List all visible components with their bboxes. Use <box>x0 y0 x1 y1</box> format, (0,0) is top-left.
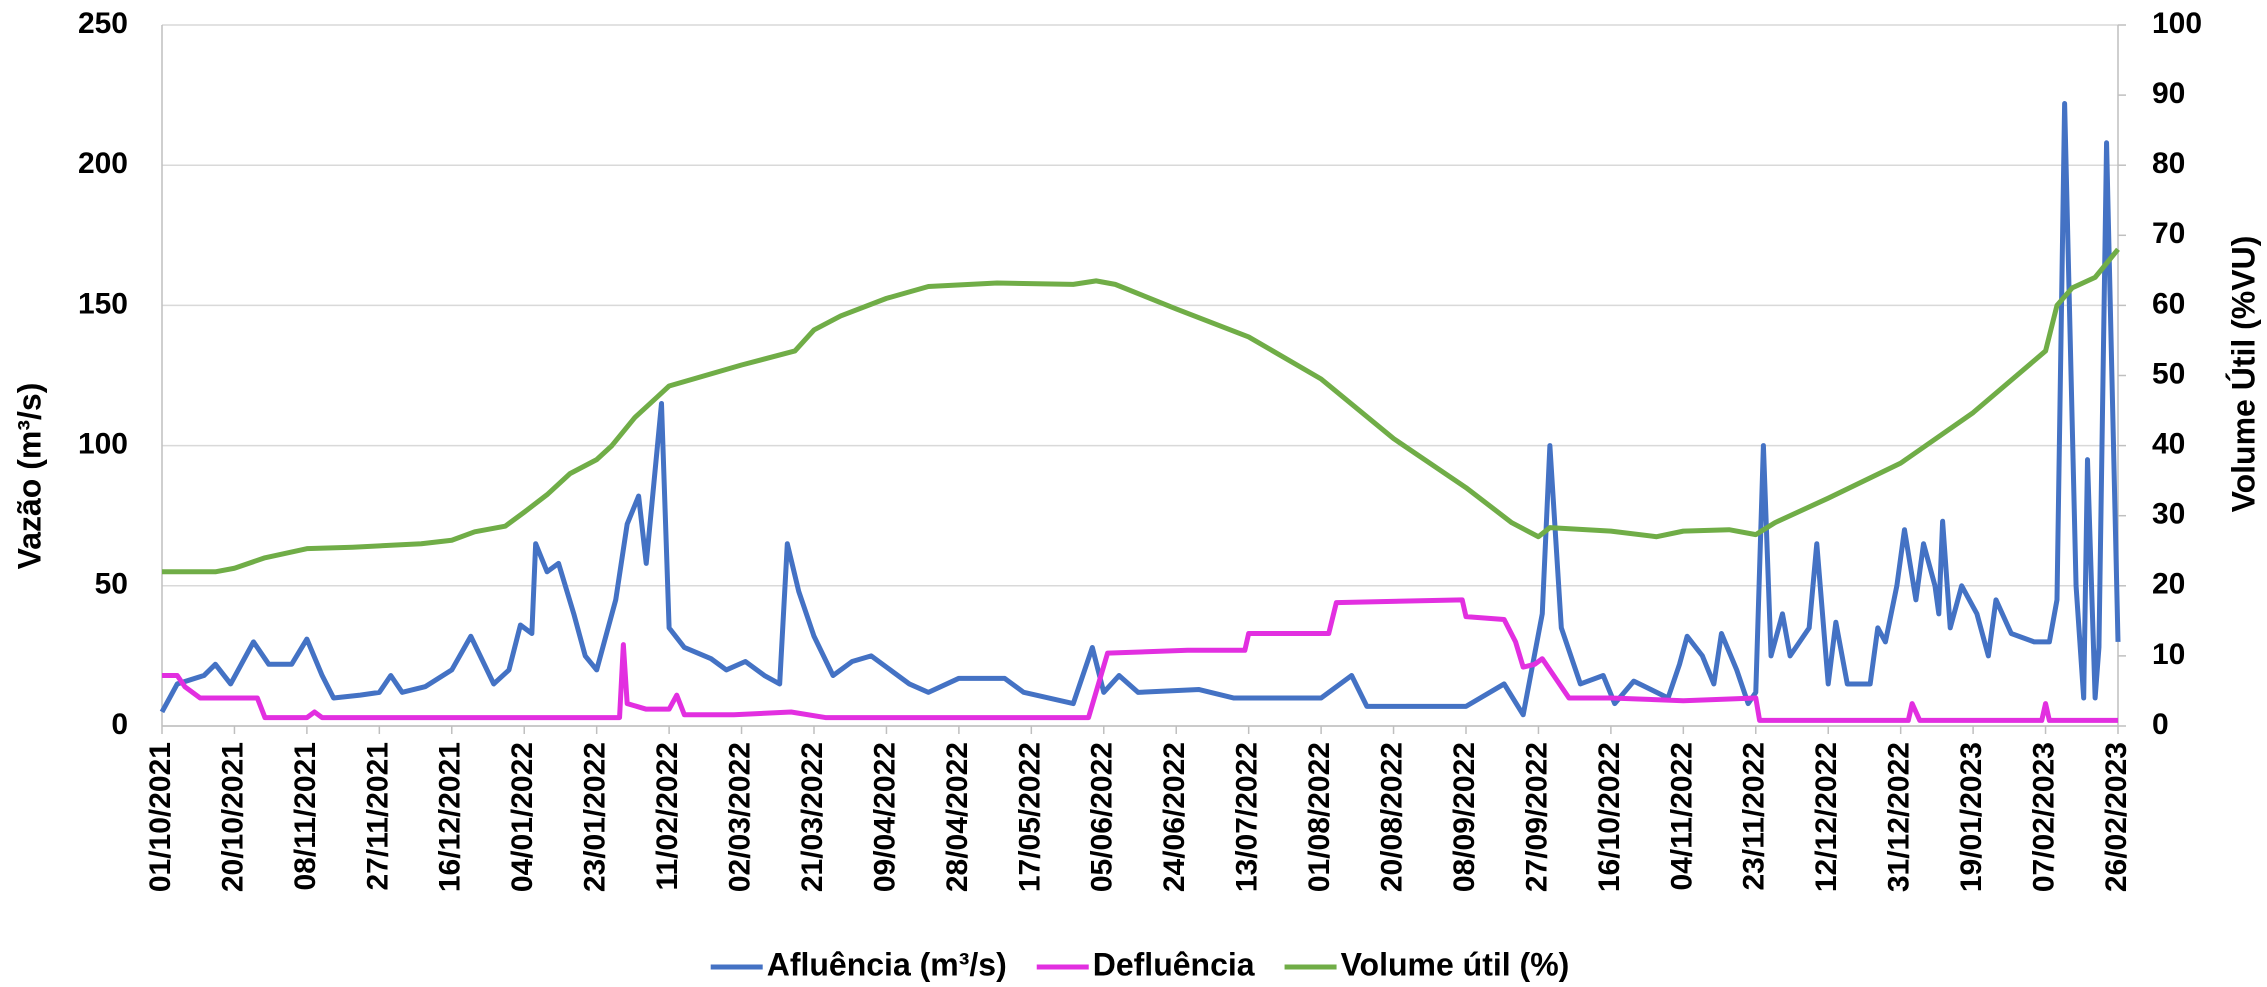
legend: Afluência (m³/s) Defluência Volume útil (%… <box>710 946 1570 982</box>
x-tick-label: 26/02/2023 <box>2100 742 2133 892</box>
x-tick-label: 05/06/2022 <box>1086 742 1119 892</box>
y2-tick-label: 30 <box>2152 498 2185 531</box>
y-tick-label: 0 <box>111 708 128 741</box>
x-tick-label: 13/07/2022 <box>1231 742 1264 892</box>
x-tick-label: 01/08/2022 <box>1303 742 1336 892</box>
y2-tick-label: 60 <box>2152 287 2185 320</box>
x-tick-label: 04/01/2022 <box>506 742 539 892</box>
x-tick-label: 08/09/2022 <box>1448 742 1481 892</box>
legend-label: Afluência (m³/s) <box>767 946 1007 982</box>
x-tick-label: 11/02/2022 <box>651 742 684 891</box>
y2-tick-label: 20 <box>2152 568 2185 601</box>
x-tick-label: 23/01/2022 <box>579 742 612 892</box>
x-tick-label: 20/08/2022 <box>1375 742 1408 892</box>
x-tick-label: 07/02/2023 <box>2027 742 2060 892</box>
x-tick-label: 23/11/2022 <box>1738 742 1771 891</box>
x-tick-label: 16/10/2022 <box>1593 742 1626 892</box>
x-tick-label: 21/03/2022 <box>796 742 829 892</box>
series-line <box>162 597 2118 723</box>
x-tick-label: 02/03/2022 <box>723 742 756 892</box>
x-tick-label: 12/12/2022 <box>1810 742 1843 892</box>
x-tick-label: 28/04/2022 <box>941 742 974 892</box>
x-tick-label: 24/06/2022 <box>1158 742 1191 892</box>
y-tick-label: 150 <box>78 287 128 320</box>
x-tick-label: 20/10/2021 <box>216 742 249 892</box>
y2-tick-label: 100 <box>2152 7 2202 40</box>
y2-tick-label: 10 <box>2152 638 2185 671</box>
legend-label: Defluência <box>1093 946 1255 982</box>
y2-tick-label: 0 <box>2152 708 2169 741</box>
x-tick-label: 16/12/2021 <box>434 742 467 892</box>
x-tick-label: 09/04/2022 <box>868 742 901 892</box>
x-tick-label: 04/11/2022 <box>1665 742 1698 891</box>
y-tick-label: 200 <box>78 147 128 180</box>
y-tick-label: 250 <box>78 7 128 40</box>
y2-axis-title: Volume Útil (%VU) <box>2225 236 2261 513</box>
x-tick-label: 01/10/2021 <box>144 742 177 892</box>
x-tick-label: 19/01/2023 <box>1955 742 1988 892</box>
x-tick-label: 27/09/2022 <box>1520 742 1553 892</box>
y-tick-label: 100 <box>78 428 128 461</box>
y-tick-label: 50 <box>95 568 128 601</box>
y-axis-title: Vazão (m³/s) <box>11 383 47 570</box>
y2-tick-label: 70 <box>2152 217 2185 250</box>
series-line <box>159 101 2121 718</box>
y2-tick-label: 50 <box>2152 357 2185 390</box>
y2-tick-label: 40 <box>2152 428 2185 461</box>
y2-tick-label: 90 <box>2152 77 2185 110</box>
y2-tick-label: 80 <box>2152 147 2185 180</box>
legend-label: Volume útil (%) <box>1341 946 1570 982</box>
x-tick-label: 08/11/2021 <box>289 742 322 891</box>
x-tick-label: 17/05/2022 <box>1013 742 1046 892</box>
x-tick-label: 27/11/2021 <box>361 742 394 891</box>
x-tick-label: 31/12/2022 <box>1883 742 1916 892</box>
series-line <box>162 247 2120 575</box>
